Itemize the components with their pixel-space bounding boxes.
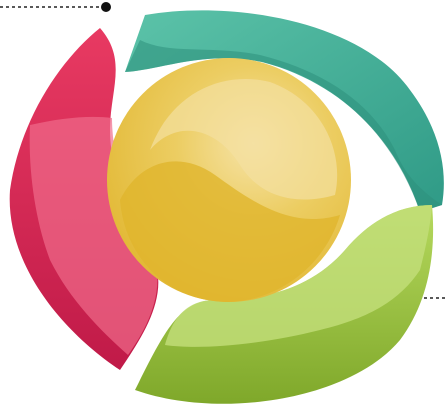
cycle-diagram (0, 0, 446, 411)
connector-dot (101, 2, 111, 12)
